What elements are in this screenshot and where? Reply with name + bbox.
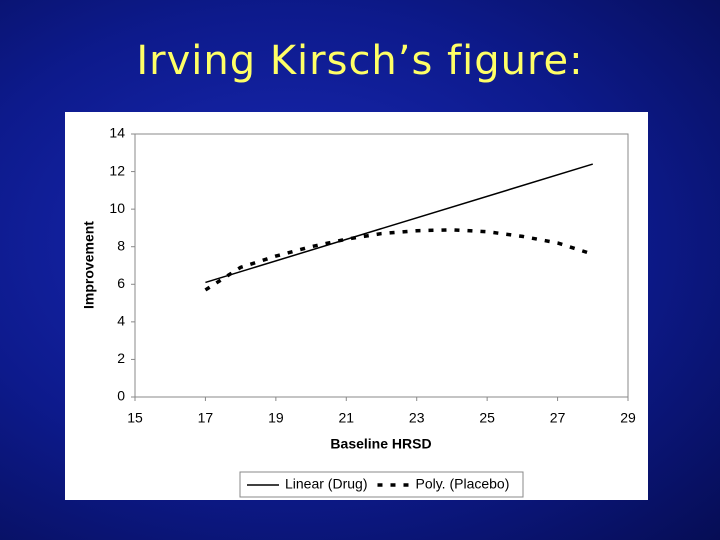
plot-area [134,133,629,398]
x-tick-label: 15 [127,410,143,426]
y-axis-label: Improvement [81,221,97,309]
slide-title: Irving Kirsch’s figure: [136,38,584,84]
x-axis-label: Baseline HRSD [330,436,431,452]
series-line [205,163,594,284]
legend-label: Linear (Drug) [285,476,367,492]
x-tick-label: 27 [550,410,566,426]
y-tick-label: 10 [109,200,125,216]
x-tick-label: 29 [620,410,636,426]
legend-label: Poly. (Placebo) [415,476,509,492]
y-tick-label: 0 [117,388,125,404]
y-tick-label: 12 [109,162,125,178]
x-tick-label: 17 [198,410,214,426]
y-tick-label: 8 [117,237,125,253]
y-tick-label: 4 [117,313,125,329]
x-tick-label: 21 [338,410,354,426]
y-tick-label: 2 [117,350,125,366]
x-tick-label: 25 [479,410,495,426]
y-tick-label: 6 [117,275,125,291]
x-tick-label: 19 [268,410,284,426]
x-tick-label: 23 [409,410,425,426]
y-tick-label: 14 [109,125,125,141]
